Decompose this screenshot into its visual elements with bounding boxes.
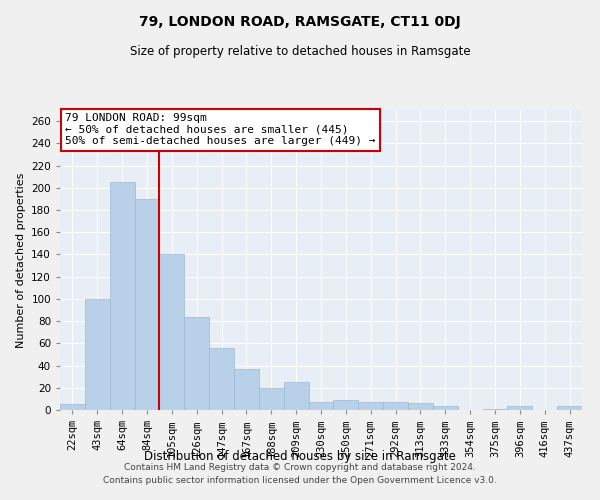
Bar bbox=[85, 299, 110, 410]
Bar bbox=[433, 406, 458, 410]
Bar bbox=[508, 406, 532, 410]
Bar bbox=[383, 402, 408, 410]
Bar bbox=[259, 388, 284, 410]
Bar bbox=[234, 369, 259, 410]
Bar bbox=[557, 406, 582, 410]
Bar bbox=[358, 402, 383, 410]
Bar bbox=[160, 254, 184, 410]
Text: Distribution of detached houses by size in Ramsgate: Distribution of detached houses by size … bbox=[144, 450, 456, 463]
Bar bbox=[334, 400, 358, 410]
Bar bbox=[184, 316, 209, 410]
Text: Contains HM Land Registry data © Crown copyright and database right 2024.
Contai: Contains HM Land Registry data © Crown c… bbox=[103, 464, 497, 485]
Bar bbox=[482, 409, 508, 410]
Bar bbox=[110, 182, 134, 410]
Y-axis label: Number of detached properties: Number of detached properties bbox=[16, 172, 26, 348]
Bar bbox=[308, 402, 334, 410]
Text: Size of property relative to detached houses in Ramsgate: Size of property relative to detached ho… bbox=[130, 45, 470, 58]
Bar bbox=[408, 404, 433, 410]
Bar bbox=[134, 199, 160, 410]
Text: 79, LONDON ROAD, RAMSGATE, CT11 0DJ: 79, LONDON ROAD, RAMSGATE, CT11 0DJ bbox=[139, 15, 461, 29]
Text: 79 LONDON ROAD: 99sqm
← 50% of detached houses are smaller (445)
50% of semi-det: 79 LONDON ROAD: 99sqm ← 50% of detached … bbox=[65, 113, 376, 146]
Bar bbox=[284, 382, 308, 410]
Bar bbox=[209, 348, 234, 410]
Bar bbox=[60, 404, 85, 410]
